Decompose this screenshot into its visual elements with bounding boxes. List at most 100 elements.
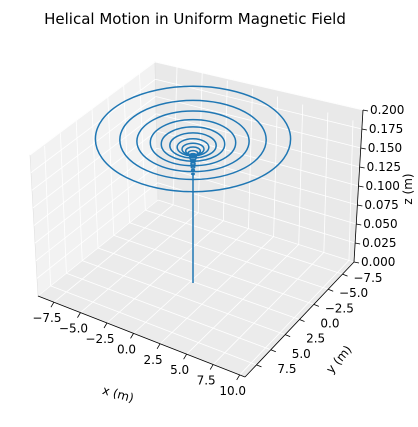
z-tick-mark xyxy=(355,242,361,245)
z-tick-label: 0.050 xyxy=(363,217,397,231)
y-tick-label: −7.5 xyxy=(353,271,382,285)
z-gridline-right xyxy=(156,113,360,168)
z-gridline-left xyxy=(35,165,158,262)
z-tick-label: 0.025 xyxy=(362,236,396,250)
z-gridline-left xyxy=(30,78,156,173)
z-tick-label: 0.000 xyxy=(361,255,395,269)
z-tick-label: 0.075 xyxy=(364,198,398,212)
z-axis-line xyxy=(353,109,364,263)
y-gridline-floor xyxy=(113,234,314,305)
z-gridline-left xyxy=(33,130,157,226)
y-tick-mark xyxy=(285,334,291,338)
z-tick-mark xyxy=(356,223,362,226)
x-tick-mark xyxy=(156,343,161,349)
y-tick-mark xyxy=(342,273,348,277)
z-tick-label: 0.150 xyxy=(368,141,402,155)
y-tick-mark xyxy=(313,303,319,307)
y-gridline-floor xyxy=(66,272,271,351)
z-tick-mark xyxy=(362,109,369,112)
x-gridline-wall xyxy=(323,112,329,253)
y-gridline-wall xyxy=(138,70,146,211)
y-tick-label: 2.5 xyxy=(306,332,325,346)
x-tick-label: 7.5 xyxy=(197,374,216,388)
z-gridline-left xyxy=(32,113,157,209)
z-tick-mark xyxy=(353,261,360,264)
trajectory-loop xyxy=(190,168,196,172)
y-tick-label: −5.0 xyxy=(339,286,368,300)
z-gridline-left xyxy=(36,182,158,279)
y-gridline-wall xyxy=(107,95,115,236)
x-tick-label: −5.0 xyxy=(59,322,88,336)
trajectory-loop xyxy=(94,85,292,193)
y-axis-label: y (m) xyxy=(323,343,354,376)
z-tick-mark xyxy=(357,204,363,207)
y-tick-mark xyxy=(270,349,276,353)
y-gridline-wall xyxy=(44,145,52,286)
z-gridline-right xyxy=(154,61,364,111)
axes xyxy=(37,109,369,381)
z-gridline-right xyxy=(155,78,362,130)
y-gridline-floor xyxy=(50,285,257,366)
trajectory-loop xyxy=(190,165,196,169)
trajectory-loop xyxy=(187,149,199,157)
z-tick-mark xyxy=(360,147,366,150)
z-tick-label: 0.125 xyxy=(367,160,401,174)
y-tick-label: 0.0 xyxy=(320,317,339,331)
y-tick-mark xyxy=(328,288,334,292)
z-tick-mark xyxy=(359,166,365,169)
x-tick-mark xyxy=(77,312,81,318)
y-axis-line xyxy=(244,261,355,378)
y-tick-mark xyxy=(256,364,262,368)
y-gridline-floor xyxy=(82,260,286,336)
z-gridline-left xyxy=(37,199,159,297)
helix-trajectory xyxy=(94,85,292,283)
z-tick-label: 0.200 xyxy=(370,103,404,117)
z-gridline-left xyxy=(29,61,156,156)
z-tick-label: 0.175 xyxy=(369,122,403,136)
y-gridline-floor xyxy=(145,209,343,275)
x-tick-label: −7.5 xyxy=(32,311,61,325)
z-gridline-left xyxy=(34,147,158,244)
z-gridline-right xyxy=(157,165,357,225)
x-gridline-wall xyxy=(348,120,354,261)
x-tick-label: −2.5 xyxy=(85,332,114,346)
z-axis-label: z (m) xyxy=(401,173,415,204)
z-tick-mark xyxy=(358,185,364,188)
trajectory-loop xyxy=(160,126,226,162)
x-axis-line xyxy=(37,295,246,378)
y-tick-mark xyxy=(299,319,305,322)
trajectory-loop xyxy=(119,99,267,181)
y-gridline-wall xyxy=(123,82,130,223)
x-tick-label: 2.5 xyxy=(144,353,163,367)
chart-title: Helical Motion in Uniform Magnetic Field xyxy=(44,10,346,28)
z-gridline-right xyxy=(157,199,355,263)
y-gridline-floor xyxy=(129,222,329,290)
x-tick-label: 5.0 xyxy=(170,363,189,377)
x-tick-mark xyxy=(50,302,55,308)
z-gridline-right xyxy=(157,182,356,244)
y-gridline-floor xyxy=(97,247,300,320)
tick-labels: −7.5−5.0−2.50.02.55.07.510.0−7.5−5.0−2.5… xyxy=(32,103,404,398)
z-tick-mark xyxy=(361,128,367,131)
trajectory-loop xyxy=(184,146,202,156)
x-tick-mark xyxy=(209,364,214,370)
y-tick-label: 5.0 xyxy=(292,347,311,361)
x-tick-label: 0.0 xyxy=(117,342,136,356)
trajectory-loop xyxy=(191,172,195,176)
z-tick-label: 0.100 xyxy=(366,179,400,193)
y-tick-label: 7.5 xyxy=(277,362,296,376)
x-gridline-wall xyxy=(172,64,178,205)
x-axis-label: x (m) xyxy=(101,383,136,405)
x-gridline-wall xyxy=(298,104,304,245)
trajectory-loop xyxy=(188,152,198,159)
x-tick-mark xyxy=(236,374,241,381)
z-gridline-left xyxy=(31,96,156,191)
y-tick-label: −2.5 xyxy=(325,301,354,315)
x-tick-mark xyxy=(103,322,108,329)
x-gridline-wall xyxy=(248,88,253,229)
x-tick-mark xyxy=(183,353,187,360)
x-tick-mark xyxy=(130,333,134,339)
trajectory-loop xyxy=(190,161,196,166)
